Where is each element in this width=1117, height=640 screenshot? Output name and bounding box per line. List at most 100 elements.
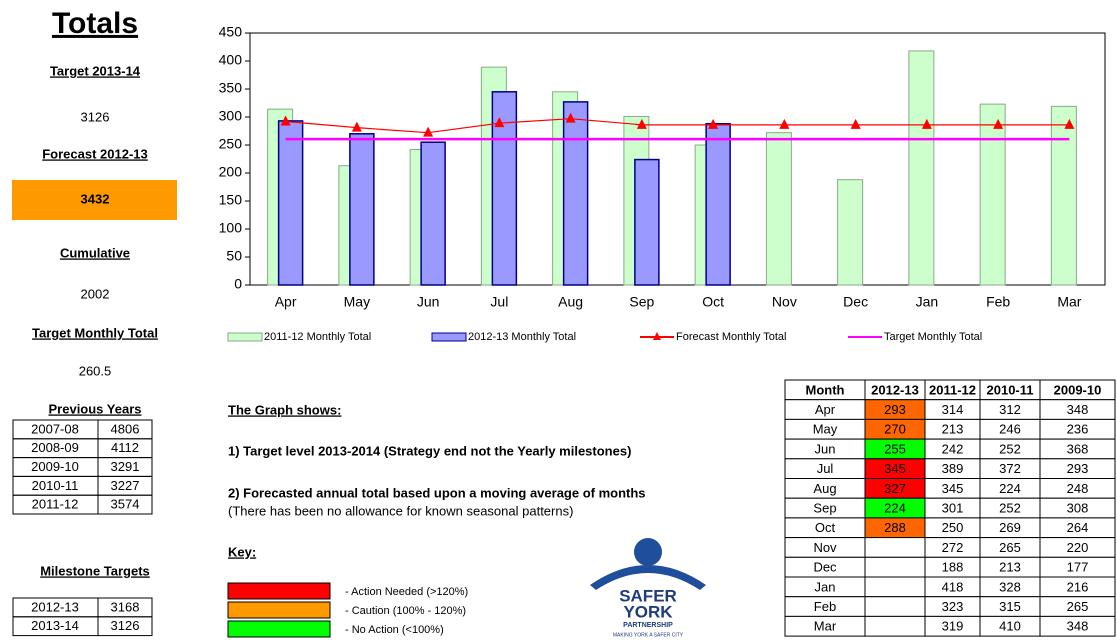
table-text: Jul [817,461,834,476]
forecast-value: 3432 [81,191,110,206]
legend-label: Forecast Monthly Total [676,331,786,343]
table-cell [1039,615,1116,637]
bar [277,120,304,286]
table-text: 314 [942,402,964,417]
y-tick-label: 250 [219,136,243,152]
table-text: 269 [999,520,1021,535]
marker [1064,118,1075,129]
table-text: 3227 [111,478,140,493]
table-text: 345 [942,481,964,496]
logo-arc [590,565,706,590]
table-cell [97,494,153,515]
x-tick-label: Apr [275,294,297,310]
forecast-label: Forecast 2012-13 [42,146,148,161]
bar [837,179,864,286]
bar [979,103,1006,286]
table-text: 348 [1067,619,1089,634]
table-text: Dec [813,560,837,575]
table-header: 2011-12 [929,382,976,397]
x-tick-label: Dec [843,294,868,310]
y-tick-label: 400 [219,52,243,68]
table-text: Feb [814,599,836,614]
milestones-title: Milestone Targets [40,563,150,578]
cumulative-label: Cumulative [60,245,130,260]
table-text: 410 [999,619,1021,634]
monthly-value: 260.5 [79,363,112,378]
plot-area [249,32,1106,286]
bar [908,50,935,286]
key-heading: Key: [228,544,256,559]
table-text: 327 [884,481,906,496]
key-swatch [227,601,331,619]
table-text: 328 [999,579,1021,594]
logo-text: MAKING YORK A SAFER CITY [613,632,684,638]
table-text: Mar [814,619,837,634]
table-text: Nov [813,540,837,555]
table-text: 3168 [111,599,140,614]
x-tick-label: Jun [417,294,440,310]
x-tick-label: Feb [986,294,1010,310]
notes-heading: The Graph shows: [228,402,341,417]
legend-swatch [431,332,467,342]
table-header: Month [806,382,845,397]
table-text: May [813,422,838,437]
target-label: Target 2013-14 [50,63,141,78]
table-text: 288 [884,520,906,535]
table-text: 4806 [111,421,140,436]
table-text: Jan [815,579,836,594]
table-cell [864,615,926,637]
marker [993,118,1004,129]
y-tick-label: 100 [219,220,243,236]
table-text: 252 [999,441,1021,456]
table-text: Oct [815,520,836,535]
table-text: 250 [942,520,964,535]
x-tick-label: Nov [772,294,797,310]
table-text: 236 [1067,422,1089,437]
logo: SAFER YORK PARTNERSHIP MAKING YORK A SAF… [590,538,706,638]
table-text: 242 [942,441,964,456]
note: (There has been no allowance for known s… [228,503,573,518]
bar [349,133,375,286]
legend-swatch [227,332,263,342]
table-cell [864,556,926,578]
logo-text: PARTNERSHIP [623,622,673,629]
table-text: 2010-11 [32,478,79,493]
bar [1050,105,1077,286]
table-text: 312 [999,402,1021,417]
table-text: 216 [1067,579,1089,594]
legend-label: 2011-12 Monthly Total [264,331,371,343]
table-text: Aug [813,481,836,496]
x-tick-label: Jan [916,294,939,310]
y-tick-label: 50 [226,248,242,264]
legend-label: Target Monthly Total [884,331,982,343]
table-text: 2011-12 [32,497,79,512]
table-cell [97,616,153,637]
table-header: 2009-10 [1054,382,1102,397]
bar [562,101,589,286]
table-text: 272 [942,540,964,555]
target-value: 3126 [81,109,110,124]
table-text: 293 [1067,461,1089,476]
table-text: 2009-10 [31,459,79,474]
table-text: 372 [999,461,1021,476]
table-text: 315 [999,599,1021,614]
table-header: 2012-13 [871,382,919,397]
y-tick-label: 150 [219,192,243,208]
bar [705,122,731,286]
table-text: 265 [999,540,1021,555]
table-text: 3574 [111,497,140,512]
bar [765,132,792,286]
table-text: 2012-13 [31,599,79,614]
x-tick-label: Oct [702,294,724,310]
key-swatch [227,620,331,638]
monthly-label: Target Monthly Total [32,325,158,340]
logo-dot [634,538,662,566]
table-text: 270 [884,422,906,437]
legend-marker [653,332,661,340]
table-text: 345 [884,461,906,476]
marker [565,112,576,123]
note: 1) Target level 2013-2014 (Strategy end … [228,443,631,458]
table-header: 2010-11 [987,382,1034,397]
table-text: 2013-14 [31,618,79,633]
